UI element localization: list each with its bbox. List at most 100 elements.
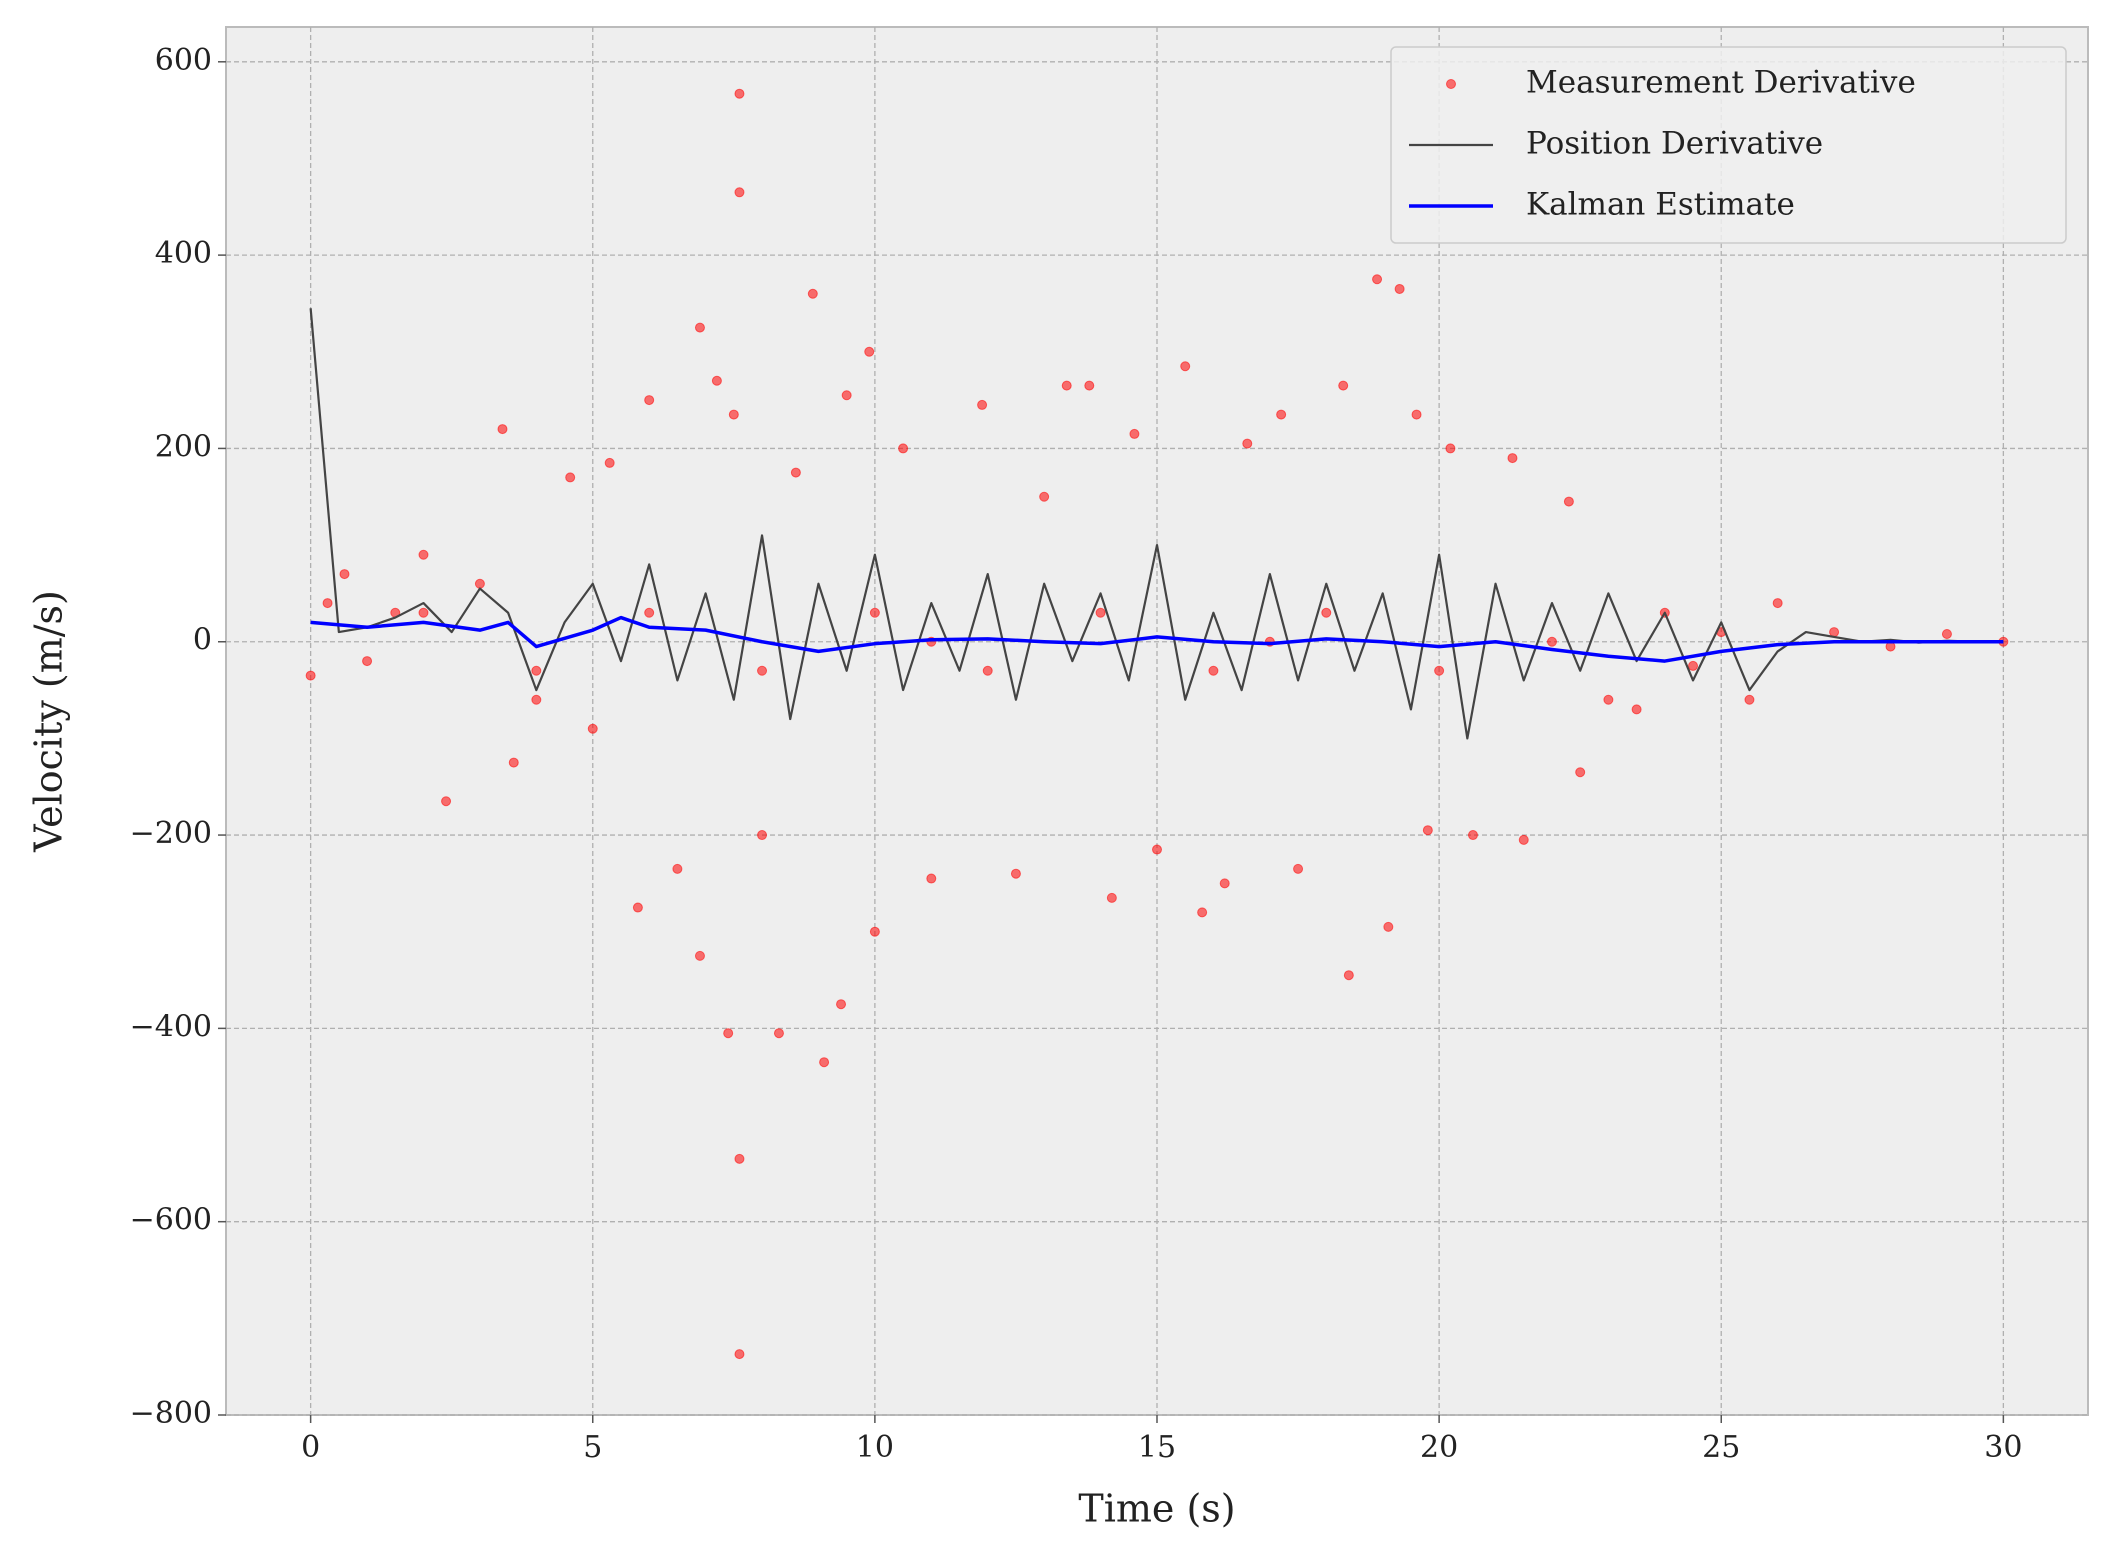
data-point — [1546, 636, 1557, 647]
data-point — [644, 607, 655, 618]
x-tick-label: 25 — [1702, 1430, 1740, 1465]
y-axis-label: Velocity (m/s) — [27, 590, 71, 853]
data-point — [339, 569, 350, 580]
data-point — [926, 873, 937, 884]
x-tick-label: 30 — [1984, 1430, 2022, 1465]
data-point — [757, 830, 768, 841]
data-point — [1095, 607, 1106, 618]
data-point — [587, 723, 598, 734]
data-point — [757, 665, 768, 676]
data-point — [723, 1028, 734, 1039]
x-tick-label: 0 — [301, 1430, 320, 1465]
data-point — [1208, 665, 1219, 676]
data-point — [565, 472, 576, 483]
data-point — [644, 395, 655, 406]
legend-label: Measurement Derivative — [1526, 65, 1916, 101]
data-line — [310, 615, 2004, 663]
data-point — [1343, 970, 1354, 981]
legend-box — [1390, 46, 2067, 244]
data-point — [1039, 491, 1050, 502]
data-point — [819, 1057, 830, 1068]
data-point — [1372, 274, 1383, 285]
legend-label: Position Derivative — [1526, 126, 1823, 162]
y-tick-label: 0 — [193, 623, 212, 658]
data-point — [1106, 892, 1117, 903]
data-point — [1518, 834, 1529, 845]
x-tick-label: 10 — [856, 1430, 894, 1465]
data-point — [1603, 694, 1614, 705]
data-point — [1829, 627, 1840, 638]
data-point — [1293, 863, 1304, 874]
data-point — [632, 902, 643, 913]
data-point — [734, 88, 745, 99]
data-point — [418, 549, 429, 560]
data-point — [977, 399, 988, 410]
data-point — [1631, 704, 1642, 715]
y-tick-label: 200 — [155, 429, 212, 464]
data-point — [531, 694, 542, 705]
data-point — [1219, 878, 1230, 889]
y-tick-label: 400 — [155, 236, 212, 271]
data-point — [497, 424, 508, 435]
data-point — [604, 457, 615, 468]
y-tick-label: −600 — [130, 1203, 212, 1238]
data-point — [362, 656, 373, 667]
data-point — [441, 796, 452, 807]
data-point — [1152, 844, 1162, 855]
data-point — [1422, 825, 1433, 836]
data-point — [1445, 443, 1456, 454]
x-tick-label: 20 — [1420, 1430, 1458, 1465]
data-point — [1941, 629, 1952, 640]
data-point — [1338, 380, 1349, 391]
data-point — [1129, 428, 1140, 439]
data-point — [1180, 361, 1191, 372]
data-point — [1507, 453, 1518, 464]
data-point — [694, 950, 705, 961]
data-point — [1467, 830, 1478, 841]
data-point — [1688, 660, 1699, 671]
data-point — [1197, 907, 1208, 918]
data-point — [898, 443, 909, 454]
data-point — [1394, 283, 1405, 294]
data-point — [734, 187, 745, 198]
legend: Measurement Derivative Position Derivativ… — [1390, 46, 2067, 244]
x-tick-label: 15 — [1138, 1430, 1176, 1465]
legend-label: Kalman Estimate — [1526, 187, 1795, 223]
data-point — [773, 1028, 784, 1039]
data-point — [1772, 598, 1783, 609]
data-point — [508, 757, 519, 768]
data-point — [728, 409, 739, 420]
data-point — [790, 467, 801, 478]
x-axis-label: Time (s) — [1078, 1487, 1235, 1531]
data-point — [982, 665, 993, 676]
x-tick-label: 5 — [583, 1430, 602, 1465]
data-point — [531, 665, 542, 676]
data-point — [1744, 694, 1755, 705]
data-point — [841, 390, 852, 401]
data-point — [734, 1153, 745, 1164]
data-point — [734, 1349, 745, 1360]
data-point — [694, 322, 705, 333]
data-point — [1575, 767, 1586, 778]
data-point — [807, 288, 818, 299]
data-point — [474, 578, 485, 589]
data-point — [1434, 665, 1445, 676]
data-point — [1242, 438, 1253, 449]
data-point — [672, 863, 683, 874]
data-line — [309, 308, 2004, 740]
y-tick-label: 600 — [155, 43, 212, 78]
data-point — [322, 598, 333, 609]
data-point — [1084, 380, 1095, 391]
y-tick-label: −800 — [130, 1396, 212, 1431]
data-point — [1061, 380, 1072, 391]
data-point — [869, 607, 880, 618]
data-point — [1563, 496, 1574, 507]
data-point — [418, 607, 429, 618]
legend-symbol — [1446, 79, 1456, 89]
y-tick-label: −400 — [130, 1009, 212, 1044]
data-point — [836, 999, 847, 1010]
data-point — [711, 375, 722, 386]
data-point — [869, 926, 880, 937]
data-point — [1010, 868, 1021, 879]
